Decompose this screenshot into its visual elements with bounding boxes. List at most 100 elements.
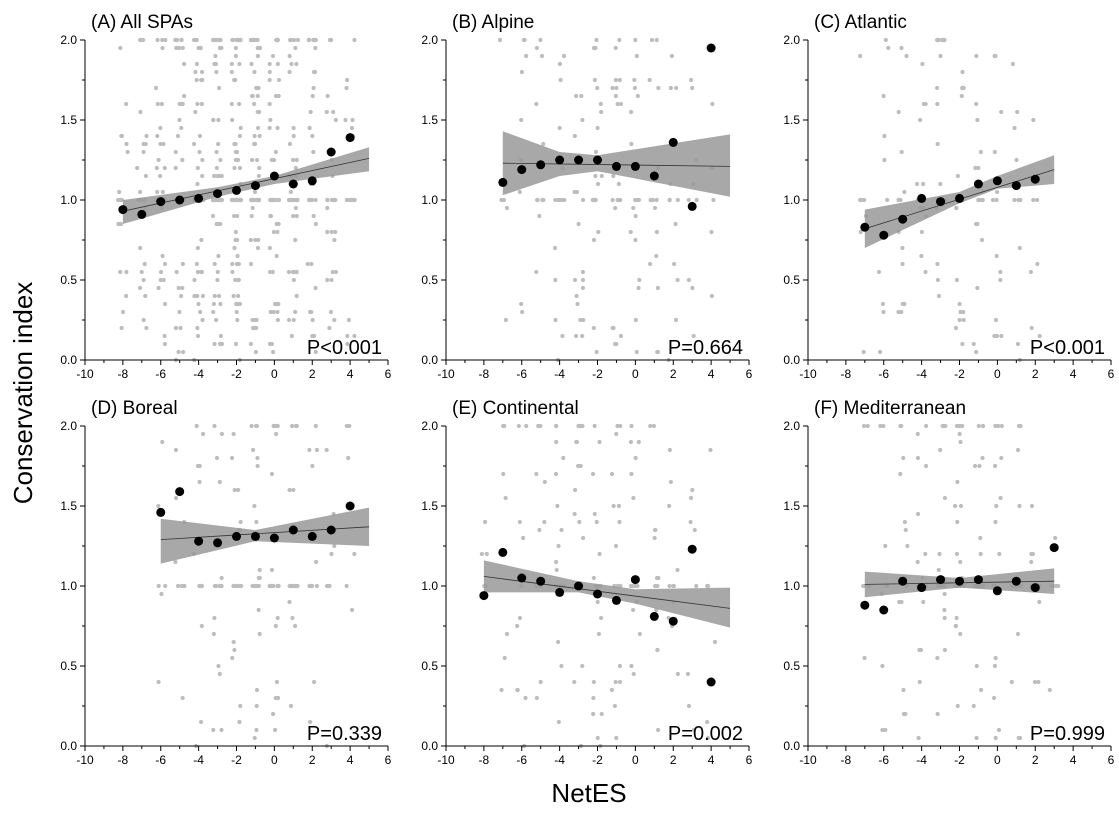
raw-point (534, 471, 539, 477)
raw-point (705, 583, 711, 589)
raw-point (256, 583, 261, 589)
raw-point (590, 471, 596, 477)
raw-point (559, 527, 564, 533)
raw-point (499, 687, 504, 693)
raw-point (561, 455, 566, 461)
raw-point (313, 45, 318, 51)
raw-point (610, 85, 615, 91)
y-tick-label: 1.0 (783, 579, 800, 593)
confidence-band (122, 147, 370, 224)
x-tick-label: -10 (76, 367, 94, 381)
mean-point (156, 197, 166, 207)
raw-point (118, 45, 123, 51)
y-tick-label: 1.0 (421, 193, 438, 207)
raw-point (556, 543, 561, 549)
raw-point (235, 317, 240, 323)
raw-point (231, 639, 236, 645)
x-tick-label: -4 (554, 367, 565, 381)
raw-point (655, 349, 660, 355)
raw-point (501, 423, 506, 429)
x-tick-label: 6 (1108, 753, 1115, 767)
raw-point (219, 197, 224, 203)
panel-title: (F) Mediterranean (814, 398, 966, 419)
raw-point (539, 53, 545, 59)
raw-point (199, 237, 204, 243)
raw-point (654, 229, 659, 235)
raw-point (329, 229, 334, 235)
raw-point (234, 583, 239, 589)
raw-point (865, 423, 870, 429)
raw-point (686, 703, 692, 709)
mean-point (973, 179, 983, 189)
raw-point (977, 463, 982, 469)
raw-point (290, 157, 296, 163)
y-tick-label: 0.5 (783, 659, 800, 673)
x-tick-label: -6 (155, 367, 166, 381)
raw-point (515, 623, 520, 629)
y-tick-label: 0.5 (783, 273, 800, 287)
raw-point (937, 551, 942, 557)
x-tick-label: 4 (347, 367, 354, 381)
raw-point (288, 703, 294, 709)
raw-point (712, 639, 718, 645)
x-tick-label: -8 (841, 367, 852, 381)
raw-point (237, 101, 242, 107)
raw-point (273, 623, 278, 629)
raw-point (688, 495, 694, 501)
raw-point (610, 325, 615, 331)
raw-point (180, 45, 185, 51)
x-tick-label: -8 (118, 753, 129, 767)
raw-point (536, 423, 541, 429)
raw-point (957, 317, 962, 323)
raw-point (975, 285, 980, 291)
x-tick-label: -10 (799, 367, 817, 381)
raw-point (174, 37, 180, 43)
raw-point (971, 703, 976, 709)
raw-point (861, 423, 867, 429)
raw-point (308, 109, 313, 115)
raw-point (993, 53, 998, 59)
raw-point (162, 261, 168, 267)
raw-point (197, 583, 202, 589)
raw-point (311, 69, 317, 75)
mean-point (517, 165, 527, 175)
raw-point (579, 93, 584, 99)
mean-point (175, 487, 185, 497)
raw-point (996, 727, 1002, 733)
raw-point (158, 173, 163, 179)
raw-point (271, 157, 277, 163)
mean-point (118, 205, 128, 215)
raw-point (915, 559, 920, 565)
raw-point (954, 277, 959, 283)
raw-point (215, 173, 220, 179)
raw-point (900, 301, 905, 307)
raw-point (502, 655, 507, 661)
raw-point (141, 141, 146, 147)
raw-point (705, 719, 710, 725)
raw-point (293, 623, 298, 629)
raw-point (229, 197, 235, 203)
raw-point (615, 101, 620, 107)
raw-point (668, 85, 674, 91)
raw-point (916, 735, 921, 741)
raw-point (173, 559, 178, 565)
raw-point (632, 583, 637, 589)
raw-point (333, 229, 338, 235)
raw-point (254, 727, 259, 733)
raw-point (267, 61, 272, 67)
raw-point (177, 309, 182, 315)
raw-point (917, 679, 922, 685)
mean-point (917, 583, 927, 593)
raw-point (310, 93, 315, 99)
raw-point (636, 439, 641, 445)
raw-point (614, 341, 619, 347)
raw-point (180, 261, 186, 267)
raw-point (287, 487, 292, 493)
raw-point (160, 253, 165, 259)
raw-point (692, 527, 697, 533)
x-tick-label: 2 (309, 753, 316, 767)
raw-point (612, 703, 617, 709)
raw-point (497, 37, 503, 43)
raw-point (599, 615, 604, 621)
raw-point (332, 543, 337, 549)
